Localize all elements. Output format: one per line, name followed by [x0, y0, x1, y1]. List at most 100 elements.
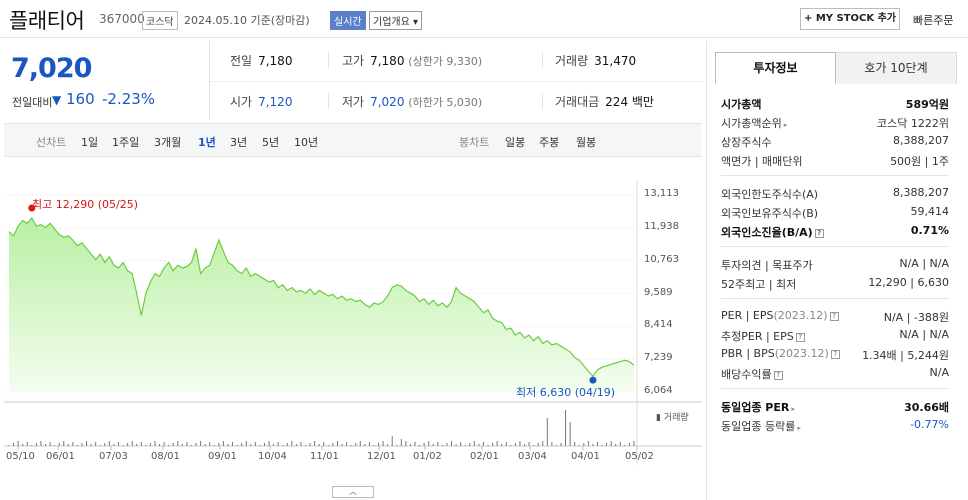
period-3y[interactable]: 3년	[230, 136, 248, 149]
volume-bar	[551, 442, 553, 446]
volume-bar	[441, 445, 443, 446]
company-info-dropdown[interactable]: 기업개요 ▾	[369, 11, 422, 30]
help-icon[interactable]: ?	[814, 228, 824, 238]
volume-bar	[587, 441, 589, 446]
volume-bar	[286, 443, 288, 446]
info-tabs: 투자정보 호가 10단계	[715, 52, 957, 84]
volume-bar	[177, 441, 179, 446]
volume-bar	[368, 442, 370, 446]
trade-amount: 거래대금 224 백만	[555, 95, 654, 109]
sector-change-row[interactable]: 동일업종 등락률 ▸ -0.77%	[721, 418, 949, 433]
volume-bar	[496, 441, 498, 446]
volume-bar	[300, 442, 302, 446]
volume-bar	[482, 442, 484, 446]
low-price: 저가 7,020 (하한가 5,030)	[342, 95, 483, 109]
volume-bar	[218, 443, 220, 446]
volume-bar	[31, 445, 33, 446]
volume-bar	[332, 443, 334, 446]
cap-rank-row[interactable]: 시가총액순위 ▸ 코스닥 1222위	[721, 117, 949, 130]
volume-bar	[628, 443, 630, 446]
volume-bar	[492, 443, 494, 446]
volume-bar	[145, 445, 147, 446]
volume-bar	[95, 442, 97, 446]
volume-bar	[273, 444, 275, 446]
tab-quote-10[interactable]: 호가 10단계	[836, 52, 957, 84]
y-tick-label: 8,414	[644, 319, 673, 331]
x-tick-label: 05/10	[6, 451, 35, 462]
collapse-chart-button[interactable]: ︿	[332, 486, 374, 498]
volume-bar	[67, 444, 69, 446]
stock-code: 367000	[99, 12, 145, 26]
help-icon[interactable]: ?	[830, 349, 840, 359]
volume-bar	[232, 442, 234, 446]
volume-bar	[222, 441, 224, 446]
high-price: 고가 7,180 (상한가 9,330)	[342, 54, 483, 68]
tab-invest-info[interactable]: 투자정보	[715, 52, 836, 84]
line-chart-label: 선차트	[36, 136, 67, 149]
price-summary: 전일 7,180 고가 7,180 (상한가 9,330) 거래량 31,470 시가…	[209, 41, 703, 120]
change-label: 전일대비	[12, 96, 53, 109]
volume-bar	[181, 444, 183, 446]
period-bar: 선차트 1일 1주일 3개월 1년 3년 5년 10년 봉차트 일봉 주봉 월봉	[4, 123, 702, 157]
volume-bar	[455, 444, 457, 446]
per-row: PER | EPS(2023.12)? N/A | -388원	[721, 309, 949, 324]
help-icon[interactable]: ?	[773, 370, 783, 380]
volume-bar	[291, 441, 293, 446]
volume-bar	[277, 442, 279, 446]
volume-bar	[414, 442, 416, 446]
market-cap-row: 시가총액 589억원	[721, 98, 949, 111]
help-icon[interactable]: ?	[795, 332, 805, 342]
period-10y[interactable]: 10년	[294, 136, 319, 149]
help-icon[interactable]: ?	[829, 311, 839, 321]
volume-bar	[209, 442, 211, 446]
x-tick-label: 09/01	[208, 451, 237, 462]
down-arrow-icon: ▼	[52, 93, 62, 107]
volume-bar	[346, 442, 348, 446]
volume-bar	[501, 444, 503, 446]
y-tick-label: 11,938	[644, 220, 679, 232]
volume-bar	[168, 445, 170, 446]
volume-bar	[40, 441, 42, 446]
sector-per-row[interactable]: 동일업종 PER ▸ 30.66배	[721, 401, 949, 414]
volume-bar	[350, 445, 352, 446]
low-marker	[589, 376, 597, 384]
volume-bar	[437, 442, 439, 446]
volume-bar	[268, 441, 270, 446]
x-tick-label: 10/04	[258, 451, 287, 462]
realtime-button[interactable]: 실시간	[330, 11, 366, 30]
volume-bar	[533, 445, 535, 446]
volume-bar	[423, 443, 425, 446]
w52-row: 52주최고 | 최저 12,290 | 6,630	[721, 276, 949, 291]
volume-bar	[396, 445, 398, 446]
volume-bar	[592, 444, 594, 446]
period-1y[interactable]: 1년	[198, 136, 216, 149]
volume-bar	[136, 444, 138, 446]
volume-bar	[583, 443, 585, 446]
period-5y[interactable]: 5년	[262, 136, 280, 149]
volume-bar	[117, 442, 119, 446]
volume-bar	[204, 444, 206, 446]
volume-bar	[86, 441, 88, 446]
volume-bar	[49, 442, 51, 446]
volume-bar	[341, 444, 343, 446]
volume-bar	[127, 443, 129, 446]
volume-bar	[149, 443, 151, 446]
volume-bar	[54, 445, 56, 446]
period-3m[interactable]: 3개월	[154, 136, 182, 149]
add-mystock-button[interactable]: + MY STOCK 추가	[800, 8, 900, 30]
candle-weekly[interactable]: 주봉	[539, 136, 560, 149]
period-1w[interactable]: 1주일	[112, 136, 140, 149]
volume-bar	[537, 443, 539, 446]
stock-header: 플래티어 367000 코스닥 2024.05.10 기준(장마감) 실시간 기…	[0, 0, 968, 38]
volume-bar	[478, 444, 480, 446]
quick-order-button[interactable]: 빠른주문	[913, 14, 954, 27]
candle-monthly[interactable]: 월봉	[576, 136, 597, 149]
volume-bar	[259, 445, 261, 446]
volume-bar	[359, 441, 361, 446]
invest-info-panel: 투자정보 호가 10단계 시가총액 589억원 시가총액순위 ▸ 코스닥 1222위 …	[706, 41, 964, 500]
x-tick-label: 11/01	[310, 451, 339, 462]
period-1d[interactable]: 1일	[81, 136, 99, 149]
open-price: 시가 7,120	[230, 95, 293, 109]
candle-daily[interactable]: 일봉	[505, 136, 526, 149]
volume-bar	[387, 444, 389, 446]
